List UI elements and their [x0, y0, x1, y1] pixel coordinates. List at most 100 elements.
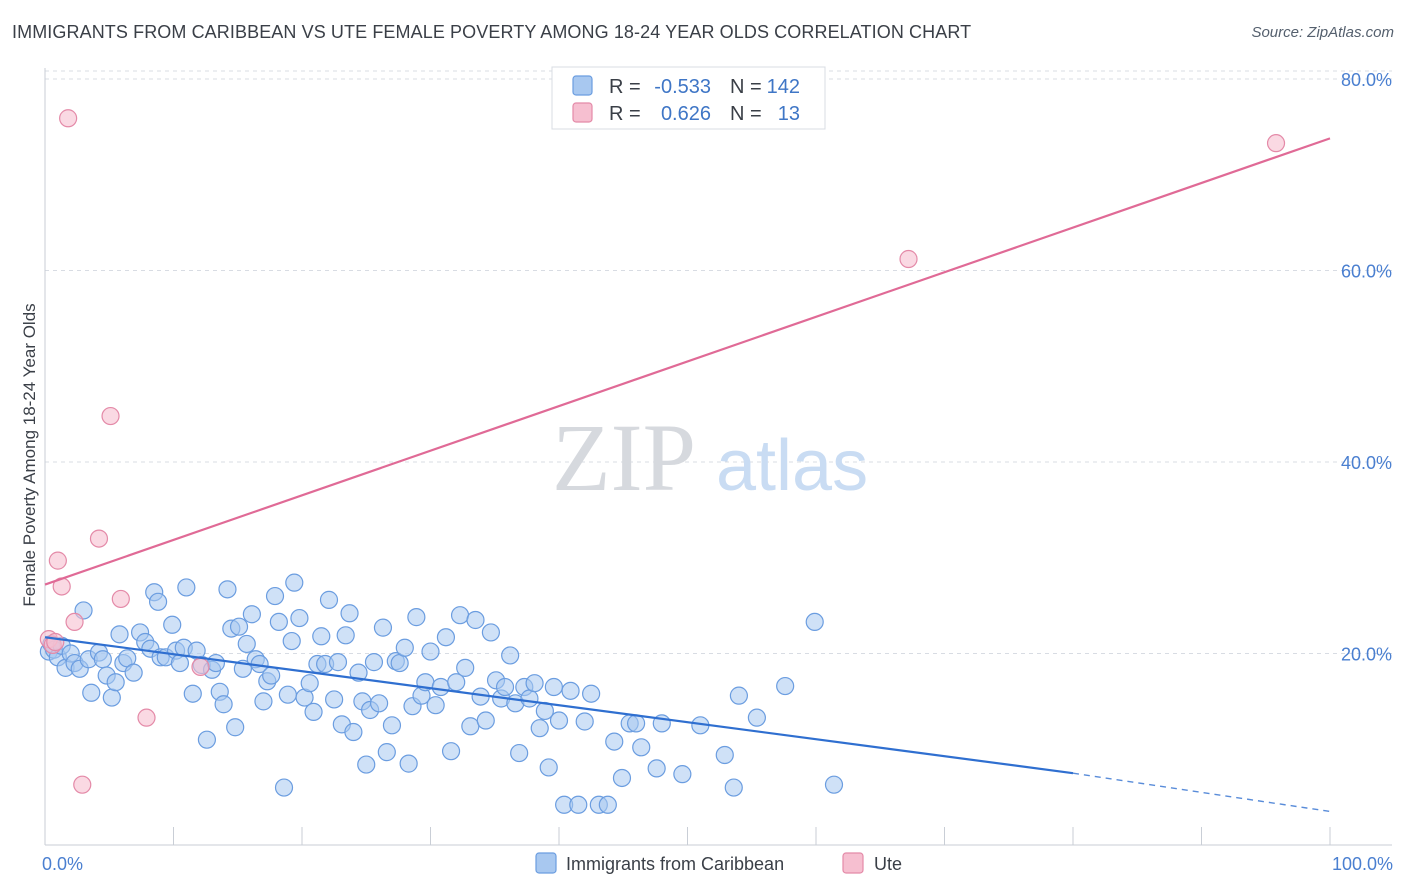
data-point-caribbean [364, 653, 384, 672]
data-point-caribbean [319, 590, 339, 609]
legend-swatch-caribbean [535, 852, 557, 874]
data-point-caribbean [304, 702, 323, 722]
data-point-caribbean [163, 615, 182, 634]
data-point-ute [46, 632, 65, 652]
data-point-caribbean [328, 653, 348, 672]
x-tick-label: 100.0% [1332, 854, 1393, 874]
correlation-legend: R = -0.533 N = 142 R = 0.626 N = 13 [551, 66, 826, 130]
data-point-caribbean [265, 586, 285, 606]
data-point-caribbean [510, 743, 529, 763]
data-point-caribbean [377, 743, 396, 762]
series-caribbean-points [39, 573, 844, 814]
watermark: ZIP atlas [552, 404, 868, 511]
trend-line-caribbean-extension [1072, 772, 1331, 813]
data-point-caribbean [441, 742, 461, 761]
data-point-caribbean [290, 608, 309, 628]
data-point-caribbean [262, 666, 281, 685]
data-point-caribbean [647, 759, 666, 778]
legend-n-value: 13 [778, 103, 800, 125]
y-tick-label: 40.0% [1341, 453, 1392, 473]
data-point-ute [899, 249, 918, 269]
legend-swatch-blue [572, 75, 593, 96]
data-point-caribbean [300, 674, 319, 693]
data-point-caribbean [170, 653, 190, 673]
data-point-ute [101, 406, 120, 426]
data-point-caribbean [747, 708, 766, 727]
data-point-ute [48, 551, 67, 570]
data-point-caribbean [278, 685, 297, 704]
data-point-caribbean [226, 718, 245, 737]
x-tick-label: 0.0% [42, 854, 83, 874]
data-point-caribbean [282, 631, 301, 651]
watermark-zip: ZIP [552, 404, 696, 511]
data-point-caribbean [242, 605, 261, 624]
data-point-caribbean [673, 765, 692, 784]
data-point-ute [1266, 134, 1286, 153]
data-point-caribbean [390, 653, 409, 673]
data-point-caribbean [124, 663, 143, 682]
data-point-caribbean [539, 758, 558, 777]
data-point-caribbean [312, 627, 331, 646]
legend-r-value: 0.626 [661, 103, 711, 125]
legend-r-value: -0.533 [654, 76, 711, 98]
data-point-caribbean [254, 692, 273, 711]
trend-line-ute [44, 137, 1331, 586]
trend-lines [44, 137, 1331, 813]
data-point-caribbean [724, 778, 743, 797]
data-point-caribbean [544, 677, 563, 697]
data-point-caribbean [349, 663, 368, 682]
watermark-atlas: atlas [716, 426, 868, 506]
data-point-ute [73, 775, 92, 794]
data-point-caribbean [824, 775, 844, 794]
data-point-caribbean [569, 795, 588, 814]
data-point-caribbean [407, 608, 426, 627]
legend-box [551, 66, 826, 130]
data-point-caribbean [501, 646, 520, 665]
data-point-caribbean [382, 716, 402, 735]
data-point-caribbean [632, 738, 651, 757]
data-point-ute [191, 657, 210, 677]
legend-r-label: R = [609, 103, 641, 125]
data-point-caribbean [450, 606, 470, 625]
data-point-caribbean [805, 612, 824, 632]
data-point-caribbean [466, 610, 485, 630]
data-point-caribbean [93, 650, 112, 669]
data-point-caribbean [776, 676, 795, 696]
data-point-caribbean [729, 686, 749, 705]
chart-title: IMMIGRANTS FROM CARIBBEAN VS UTE FEMALE … [12, 22, 972, 42]
data-point-caribbean [426, 696, 445, 715]
data-point-caribbean [436, 628, 456, 647]
data-point-ute [59, 109, 78, 128]
legend-swatch-pink [572, 102, 593, 123]
data-point-caribbean [626, 714, 646, 733]
legend-r-label: R = [609, 76, 641, 98]
data-point-caribbean [561, 681, 580, 700]
source-label: Source: ZipAtlas.com [1251, 24, 1394, 41]
data-point-caribbean [431, 677, 450, 697]
y-tick-label: 20.0% [1341, 645, 1392, 665]
data-point-caribbean [399, 754, 418, 773]
data-point-caribbean [395, 638, 414, 657]
data-point-ute [89, 529, 109, 548]
data-point-caribbean [461, 717, 480, 736]
data-point-caribbean [340, 604, 359, 623]
data-point-caribbean [197, 730, 217, 749]
data-point-caribbean [336, 626, 355, 645]
legend-swatch-ute [842, 852, 864, 874]
data-point-ute [137, 708, 156, 727]
data-point-caribbean [274, 778, 294, 797]
data-point-caribbean [549, 711, 569, 730]
data-point-caribbean [106, 673, 125, 692]
y-tick-label: 60.0% [1341, 262, 1392, 282]
data-point-caribbean [370, 694, 389, 713]
data-point-caribbean [582, 684, 601, 703]
data-point-caribbean [612, 768, 632, 788]
data-point-caribbean [575, 712, 594, 731]
trend-line-caribbean [44, 636, 1074, 775]
data-point-ute [65, 612, 84, 632]
y-tick-label: 80.0% [1341, 70, 1392, 90]
data-point-caribbean [344, 722, 363, 742]
data-point-caribbean [357, 755, 376, 774]
data-point-caribbean [476, 711, 495, 730]
